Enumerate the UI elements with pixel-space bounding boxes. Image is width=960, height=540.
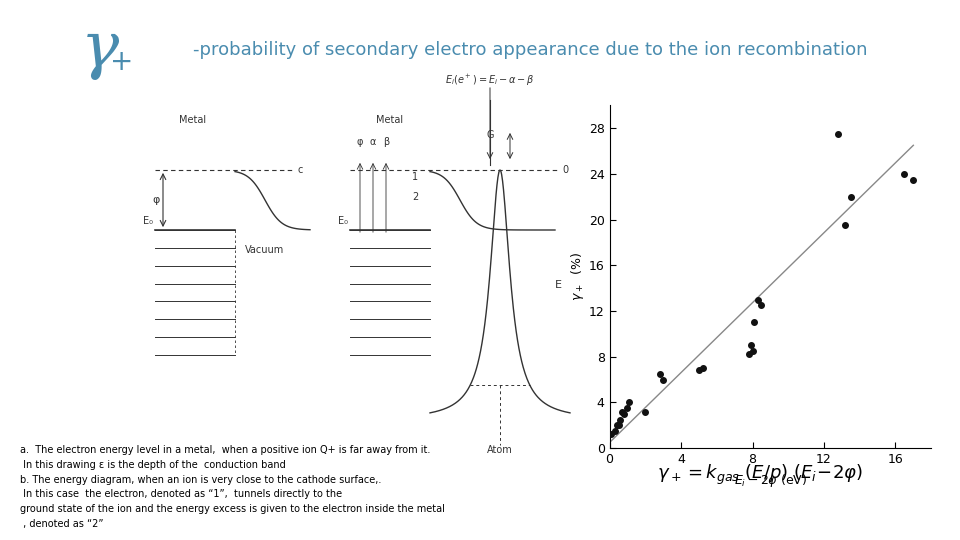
Point [611, 421, 626, 430]
Text: -probability of secondary electro appearance due to the ion recombination: -probability of secondary electro appear… [193, 41, 867, 59]
Text: Atom: Atom [487, 445, 513, 455]
Text: G: G [487, 130, 493, 140]
Point [695, 364, 710, 373]
Text: $E_i(e^+)= E_i - \alpha - \beta$: $E_i(e^+)= E_i - \alpha - \beta$ [445, 72, 535, 87]
Text: +: + [110, 48, 133, 76]
Point [604, 430, 619, 439]
Text: Metal: Metal [376, 115, 403, 125]
Point [616, 409, 632, 418]
Text: φ: φ [357, 137, 363, 147]
Point [743, 341, 758, 350]
X-axis label: $E_i - 2φ$ (eV): $E_i - 2φ$ (eV) [733, 471, 807, 489]
Point [614, 407, 630, 416]
Text: c: c [298, 165, 303, 175]
Point [830, 130, 846, 138]
Point [838, 221, 853, 230]
Text: Metal: Metal [180, 115, 206, 125]
Text: a.  The electron energy level in a metal,  when a positive ion Q+ is far away fr: a. The electron energy level in a metal,… [20, 445, 444, 529]
Text: β: β [383, 137, 389, 147]
Point [905, 176, 921, 184]
Point [652, 369, 667, 378]
Text: E₀: E₀ [143, 216, 153, 226]
Point [608, 427, 623, 435]
Point [754, 301, 769, 309]
Point [609, 421, 624, 430]
Point [747, 318, 762, 327]
Text: E₀: E₀ [338, 216, 348, 226]
Text: $\gamma_+= k_{gas}\ (E/p)\ (E_i\!-\!2\varphi)$: $\gamma_+= k_{gas}\ (E/p)\ (E_i\!-\!2\va… [657, 463, 863, 487]
Text: E: E [555, 280, 562, 290]
Point [745, 347, 760, 355]
Text: φ: φ [153, 195, 159, 205]
Point [637, 407, 653, 416]
Point [612, 415, 628, 424]
Point [656, 375, 671, 384]
Point [843, 192, 858, 201]
Point [691, 366, 707, 375]
Text: Vacuum: Vacuum [246, 245, 284, 255]
Point [620, 404, 636, 413]
Text: γ: γ [81, 19, 119, 81]
Point [741, 350, 756, 359]
Point [750, 295, 765, 304]
Y-axis label: $γ_+$  (%): $γ_+$ (%) [569, 252, 587, 301]
Text: α: α [370, 137, 376, 147]
Point [897, 170, 912, 178]
Text: 1: 1 [412, 172, 418, 182]
Point [621, 398, 636, 407]
Text: 2: 2 [412, 192, 419, 202]
Text: 0: 0 [562, 165, 568, 175]
